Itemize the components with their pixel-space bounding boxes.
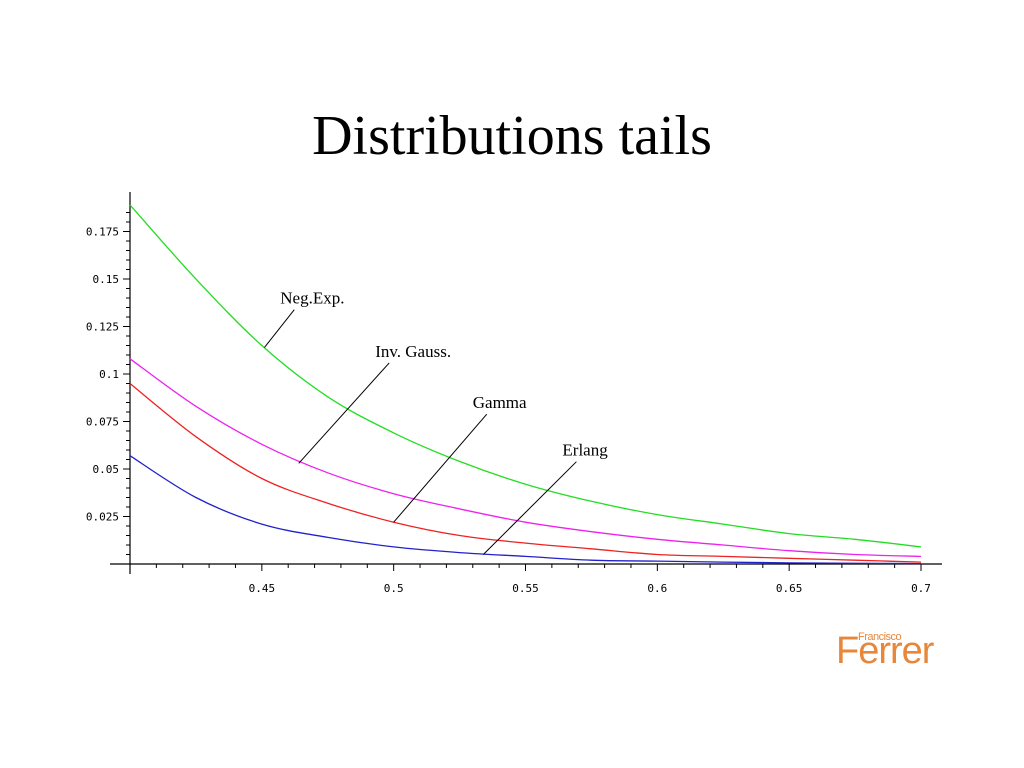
annotation-label-1: Inv. Gauss. — [375, 342, 451, 361]
y-tick-label: 0.025 — [86, 511, 119, 524]
x-tick-label: 0.7 — [911, 582, 931, 595]
x-tick-label: 0.6 — [647, 582, 667, 595]
y-tick-label: 0.05 — [93, 463, 120, 476]
annotation-leader-1 — [298, 362, 390, 464]
annotation-leader-3 — [482, 461, 577, 555]
logo-main-text: Ferrer — [836, 630, 934, 672]
y-tick-label: 0.075 — [86, 416, 119, 429]
x-tick-label: 0.5 — [384, 582, 404, 595]
x-tick-label: 0.65 — [776, 582, 803, 595]
series-line-2 — [129, 382, 922, 563]
series-line-1 — [129, 358, 922, 558]
x-tick-label: 0.55 — [512, 582, 539, 595]
annotation-leader-0 — [264, 309, 295, 348]
y-tick-label: 0.125 — [86, 321, 119, 334]
annotation-label-0: Neg.Exp. — [280, 289, 344, 308]
x-tick-label: 0.45 — [249, 582, 276, 595]
annotation-label-2: Gamma — [473, 393, 527, 412]
slide-title: Distributions tails — [312, 105, 712, 167]
y-tick-label: 0.175 — [86, 226, 119, 239]
annotation-leader-2 — [393, 413, 488, 523]
logo-small-text: Francisco — [858, 631, 902, 643]
y-tick-label: 0.15 — [93, 273, 120, 286]
series-line-0 — [129, 204, 922, 548]
y-tick-label: 0.1 — [99, 368, 119, 381]
annotation-label-3: Erlang — [562, 441, 608, 460]
ferrer-logo: Ferrer Francisco — [836, 628, 956, 674]
series-line-3 — [129, 455, 922, 565]
